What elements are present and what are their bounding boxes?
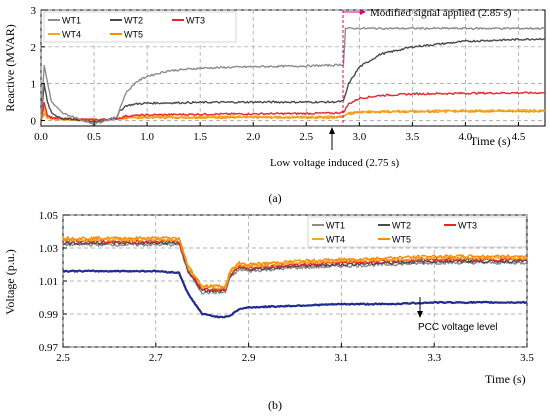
panel-a-y-ticks: 0 1 2 3 bbox=[31, 5, 45, 127]
y-tick-label: 1.03 bbox=[39, 243, 59, 255]
x-tick-label: 3.5 bbox=[405, 131, 419, 143]
y-tick-label: 1.01 bbox=[39, 276, 58, 288]
legend-a-label-wt4: WT4 bbox=[62, 30, 81, 40]
low-voltage-annotation: Low voltage induced (2.75 s) bbox=[270, 157, 400, 169]
x-tick-label: 2.5 bbox=[56, 352, 70, 364]
x-tick-label: 3.0 bbox=[352, 131, 366, 143]
panel-b-label: (b) bbox=[268, 398, 282, 412]
x-tick-label: 1.0 bbox=[140, 131, 154, 143]
series-line-wt1 bbox=[40, 26, 546, 126]
y-tick-label: 0.97 bbox=[39, 342, 59, 354]
x-tick-label: 2.0 bbox=[246, 131, 260, 143]
panel-b-chart: 2.5 2.7 2.9 3.1 3.3 3.5 1.051.031.010.990.97 … bbox=[3, 210, 534, 412]
panel-a-y-axis-label: Reactive (MVAR) bbox=[3, 24, 17, 111]
x-tick-label: 2.7 bbox=[149, 352, 163, 364]
legend-b-label-wt1: WT1 bbox=[326, 221, 345, 231]
y-tick-label: 3 bbox=[31, 5, 37, 17]
legend-a-label-wt2: WT2 bbox=[124, 16, 143, 26]
series-line-wt2 bbox=[40, 37, 546, 124]
y-tick-label: 2 bbox=[31, 42, 37, 54]
series-line-pcc bbox=[62, 269, 527, 319]
panel-a-grid bbox=[40, 9, 545, 126]
modified-signal-annotation: Modified signal applied (2.85 s) bbox=[370, 7, 512, 19]
legend-b-label-wt4: WT4 bbox=[326, 235, 345, 245]
modified-signal-arrow-head bbox=[360, 9, 366, 15]
x-tick-label: 3.3 bbox=[427, 352, 441, 364]
panel-a-series bbox=[40, 26, 546, 126]
x-tick-label: 2.9 bbox=[242, 352, 256, 364]
series-line-wt3 bbox=[40, 91, 546, 122]
y-tick-label: 0 bbox=[31, 115, 37, 127]
x-tick-label: 0.5 bbox=[87, 131, 101, 143]
panel-a-legend: WT1 WT2 WT3 WT4 WT5 bbox=[43, 11, 237, 43]
panel-b-legend-box bbox=[307, 216, 527, 248]
x-tick-label: 1.5 bbox=[193, 131, 207, 143]
legend-b-label-wt3: WT3 bbox=[458, 221, 477, 231]
pcc-arrow-head bbox=[417, 311, 423, 318]
x-tick-label: 2.5 bbox=[299, 131, 313, 143]
panel-b-legend: WT1 WT2 WT3 WT4 WT5 bbox=[307, 216, 527, 248]
panel-b-y-axis-label: Voltage (p.u.) bbox=[3, 249, 17, 314]
legend-b-label-wt5: WT5 bbox=[392, 235, 411, 245]
x-tick-label: 3.5 bbox=[520, 352, 534, 364]
y-tick-label: 1 bbox=[31, 79, 37, 91]
series-line-wt5 bbox=[62, 235, 528, 289]
legend-a-label-wt3: WT3 bbox=[186, 16, 205, 26]
x-tick-label: 0.0 bbox=[34, 131, 48, 143]
panel-a-label: (a) bbox=[268, 191, 281, 205]
series-line-wt3 bbox=[62, 239, 528, 292]
panel-b-x-ticks: 2.5 2.7 2.9 3.1 3.3 3.5 bbox=[56, 343, 534, 364]
panel-a-chart: 0.0 0.5 1.0 1.5 2.0 2.5 3.0 3.5 4.0 4.5 0 1 2 3 Reac… bbox=[3, 5, 546, 205]
x-tick-label: 4.5 bbox=[512, 131, 526, 143]
panel-a-x-axis-label: Time (s) bbox=[470, 134, 511, 148]
pcc-annotation: PCC voltage level bbox=[418, 322, 497, 333]
panel-a-legend-box bbox=[43, 11, 237, 43]
y-tick-label: 0.99 bbox=[39, 309, 59, 321]
series-line-wt1 bbox=[62, 242, 528, 295]
panel-b-x-axis-label: Time (s) bbox=[485, 372, 526, 386]
x-tick-label: 4.0 bbox=[459, 131, 473, 143]
y-tick-label: 1.05 bbox=[39, 210, 59, 222]
panel-a-x-ticks: 0.0 0.5 1.0 1.5 2.0 2.5 3.0 3.5 4.0 4.5 bbox=[34, 122, 526, 143]
panel-b-y-ticks: 1.05 1.03 1.01 0.99 0.97 bbox=[39, 210, 67, 354]
low-voltage-arrow-head bbox=[329, 127, 335, 134]
x-tick-label: 3.1 bbox=[335, 352, 349, 364]
legend-a-label-wt5: WT5 bbox=[124, 30, 143, 40]
panel-b-series bbox=[62, 235, 528, 319]
legend-a-label-wt1: WT1 bbox=[62, 16, 81, 26]
legend-b-label-wt2: WT2 bbox=[392, 221, 411, 231]
